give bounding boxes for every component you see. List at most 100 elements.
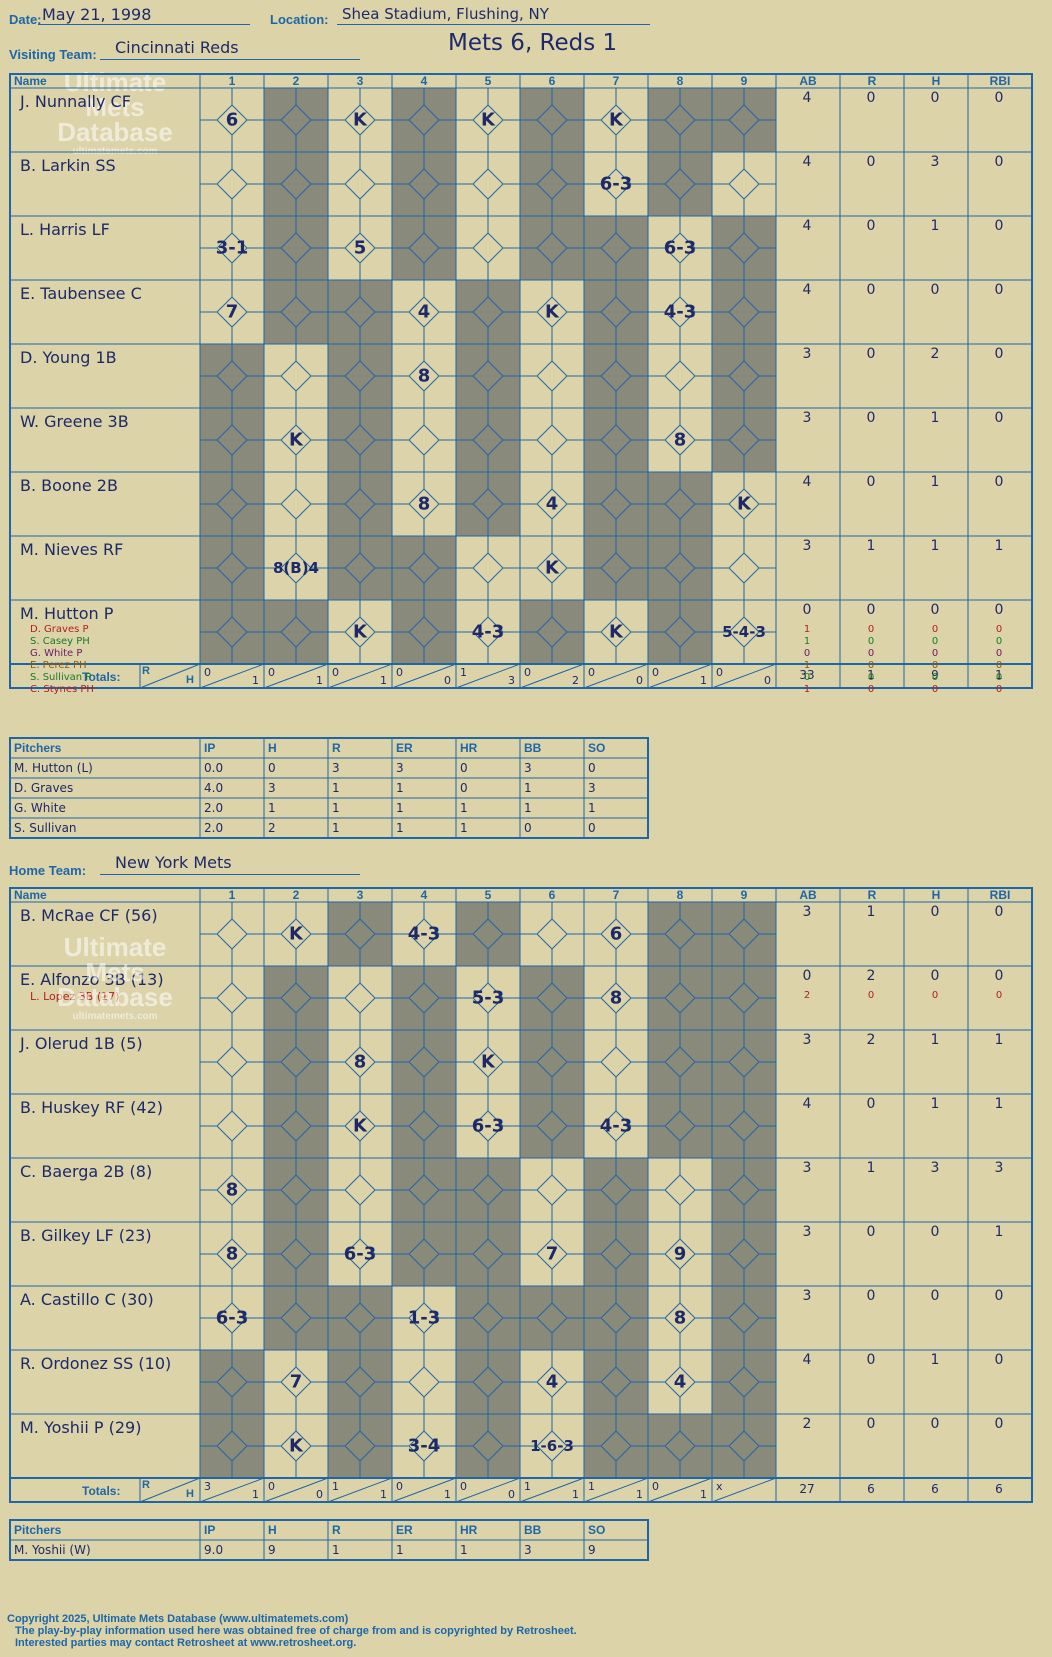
home-player-name: C. Baerga 2B (8) xyxy=(20,1162,153,1181)
home-play-result: 4 xyxy=(673,1371,687,1393)
visitor-player-ab: 3 xyxy=(802,346,812,362)
visitor-player-name: B. Larkin SS xyxy=(20,156,116,175)
visitor-pitchers-header: H xyxy=(268,741,277,755)
visitor-player-r: 0 xyxy=(866,474,876,490)
visitor-play-result: K xyxy=(609,621,623,643)
visitor-pitchers-header: R xyxy=(332,741,341,755)
home-pitchers-cell: 9.0 xyxy=(204,1543,224,1557)
visitor-sub-r: 0 xyxy=(867,684,875,695)
home-inning-runs: 0 xyxy=(268,1480,275,1493)
home-name-header: Name xyxy=(14,888,47,902)
home-player-rbi: 0 xyxy=(994,968,1004,984)
home-player-name: B. Gilkey LF (23) xyxy=(20,1226,152,1245)
home-stat-header: RBI xyxy=(989,888,1011,902)
home-inning-hits: 1 xyxy=(700,1488,707,1501)
home-inning-runs: 1 xyxy=(588,1480,595,1493)
visitor-sub-h: 0 xyxy=(931,672,939,683)
home-player-r: 2 xyxy=(866,1032,876,1048)
home-player-r: 0 xyxy=(866,1352,876,1368)
visitor-play-result: K xyxy=(545,557,559,579)
visitor-sub-r: 0 xyxy=(867,672,875,683)
home-totals-slash xyxy=(583,1477,649,1503)
visitor-player-name: E. Taubensee C xyxy=(20,284,142,303)
home-pitchers-header: H xyxy=(268,1523,277,1537)
visitor-inning-hits: 1 xyxy=(252,674,259,687)
visitor-sub-h: 0 xyxy=(931,636,939,647)
home-inning-header: 3 xyxy=(356,888,364,902)
visitor-inning-hits: 1 xyxy=(380,674,387,687)
home-pitchers-header: IP xyxy=(204,1523,216,1537)
home-player-ab: 3 xyxy=(802,1160,812,1176)
home-inning-runs: 1 xyxy=(332,1480,339,1493)
visitor-pitchers-cell: 0 xyxy=(460,781,468,795)
home-inning-header: 4 xyxy=(420,888,428,902)
home-pitchers-cell: 1 xyxy=(460,1543,468,1557)
home-player-r: 0 xyxy=(866,1416,876,1432)
visitor-player-h: 2 xyxy=(930,346,940,362)
home-inning-header: 6 xyxy=(548,888,556,902)
visitor-totals-slash xyxy=(327,663,393,689)
home-play-result: 6 xyxy=(609,923,623,945)
home-player-rbi: 0 xyxy=(994,1288,1004,1304)
visitor-player-r: 0 xyxy=(866,346,876,362)
visitor-sub-rbi: 0 xyxy=(995,684,1003,695)
visitor-player-h: 1 xyxy=(930,410,940,426)
visitor-inning-runs: 1 xyxy=(460,666,467,679)
visitor-totals-r-label: R xyxy=(142,665,150,677)
visitor-sub-rbi: 0 xyxy=(995,624,1003,635)
visiting-team-label: Visiting Team: xyxy=(9,47,97,62)
home-player-ab: 3 xyxy=(802,1288,812,1304)
home-player-rbi: 0 xyxy=(994,1416,1004,1432)
visitor-player-name: M. Hutton P xyxy=(20,604,114,623)
home-pitchers-header: R xyxy=(332,1523,341,1537)
home-stat-header: AB xyxy=(799,888,817,902)
visitor-pitchers-cell: 1 xyxy=(460,801,468,815)
visitor-pitchers-cell: 1 xyxy=(524,781,532,795)
home-player-r: 0 xyxy=(866,1096,876,1112)
home-pitchers-cell: 1 xyxy=(396,1543,404,1557)
location-line xyxy=(337,24,650,25)
home-play-result: 6-3 xyxy=(471,1115,505,1137)
visitor-inning-runs: 0 xyxy=(524,666,531,679)
home-player-h: 0 xyxy=(930,968,940,984)
home-totals-slash xyxy=(139,1477,201,1503)
visitor-inning-runs: 0 xyxy=(396,666,403,679)
visitor-inning-runs: 0 xyxy=(716,666,723,679)
visitor-pitchers-cell: 0 xyxy=(460,761,468,775)
visitor-sub-name: G. White P xyxy=(30,648,83,659)
home-play-result: 8 xyxy=(225,1179,239,1201)
visitor-play-result: K xyxy=(289,429,303,451)
visitor-totals-slash xyxy=(263,663,329,689)
visitor-play-result: K xyxy=(545,301,559,323)
visitor-play-result: 8 xyxy=(673,429,687,451)
home-play-result: K xyxy=(481,1051,495,1073)
visitor-pitchers-cell: 3 xyxy=(332,761,340,775)
visitor-pitchers-cell: 1 xyxy=(268,801,276,815)
visitor-player-r: 0 xyxy=(866,218,876,234)
visitor-play-result: K xyxy=(737,493,751,515)
home-line xyxy=(100,874,360,875)
location-label: Location: xyxy=(270,12,329,27)
visitor-pitchers-frame xyxy=(9,737,649,839)
visitor-total-rbi: 1 xyxy=(995,668,1003,682)
visitor-player-ab: 4 xyxy=(802,474,812,490)
home-player-name: E. Alfonzo 3B (13) xyxy=(20,970,164,989)
visitor-player-ab: 3 xyxy=(802,410,812,426)
visitor-player-rbi: 0 xyxy=(994,218,1004,234)
visitor-pitchers-cell: 1 xyxy=(396,801,404,815)
visitor-play-result: K xyxy=(353,621,367,643)
visitor-totals-slash xyxy=(647,663,713,689)
home-player-h: 0 xyxy=(930,1416,940,1432)
visitor-player-rbi: 0 xyxy=(994,602,1004,618)
home-inning-header: 2 xyxy=(292,888,300,902)
home-totals-slash xyxy=(263,1477,329,1503)
visitor-inning-hits: 1 xyxy=(316,674,323,687)
visitor-inning-hits: 0 xyxy=(764,674,771,687)
home-team-name: New York Mets xyxy=(115,853,232,872)
home-pitchers-header: ER xyxy=(396,1523,413,1537)
visitor-play-result: 4-3 xyxy=(663,301,697,323)
home-player-h: 0 xyxy=(930,1288,940,1304)
home-play-result: K xyxy=(289,923,303,945)
visitor-player-h: 1 xyxy=(930,218,940,234)
